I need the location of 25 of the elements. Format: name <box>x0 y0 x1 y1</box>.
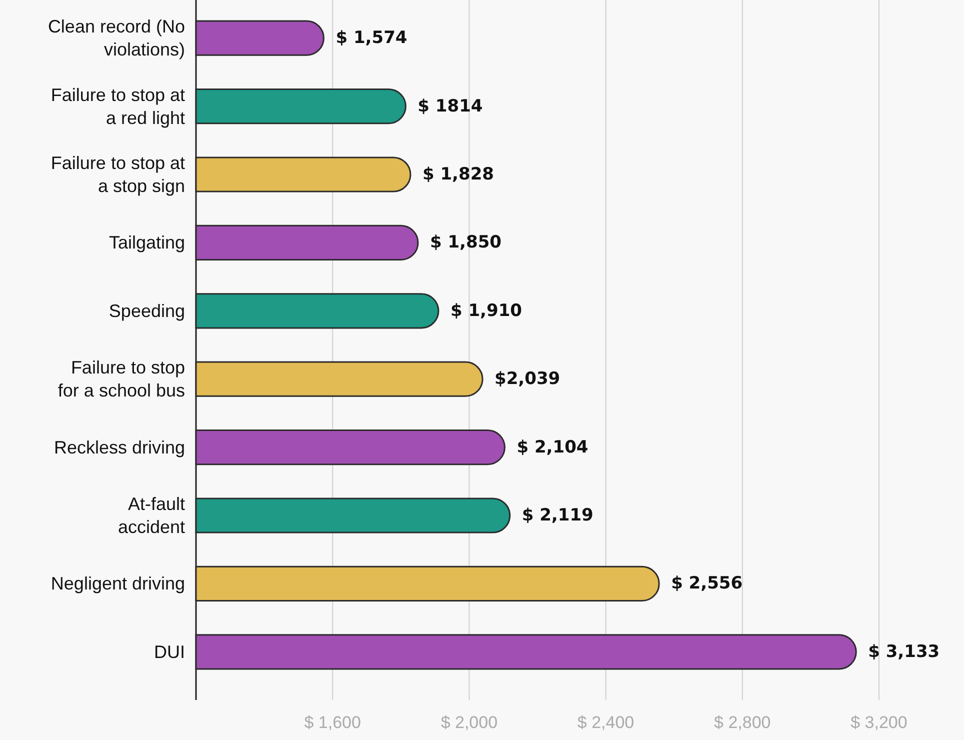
x-tick-label: $ 2,000 <box>440 713 498 732</box>
x-tick-label: $ 3,200 <box>850 713 908 732</box>
data-label: $ 2,119 <box>522 506 594 526</box>
y-tick-label: Failure to stop for a school bus <box>58 358 185 401</box>
data-label: $ 2,104 <box>516 437 588 458</box>
y-tick-label: Failure to stop at a stop sign <box>50 153 185 196</box>
data-label: $ 1,574 <box>336 28 408 48</box>
y-tick-label: Reckless driving <box>54 437 185 458</box>
y-tick-label: DUI <box>154 642 185 662</box>
x-tick-label: $ 1,600 <box>304 713 361 732</box>
x-tick-label: $ 2,400 <box>577 713 634 732</box>
y-tick-label: Tailgating <box>108 232 185 253</box>
data-label: $2,039 <box>494 369 560 390</box>
data-label: $ 1,850 <box>430 232 502 253</box>
x-tick-label: $ 2,800 <box>714 713 771 732</box>
data-label: $ 1,828 <box>422 164 494 184</box>
y-tick-label: At-fault accident <box>118 494 185 537</box>
data-label: $ 1,910 <box>450 300 522 321</box>
y-tick-label: Failure to stop at a red light <box>50 84 185 128</box>
y-tick-label: Negligent driving <box>50 574 185 594</box>
y-tick-label: Speeding <box>108 300 185 321</box>
data-label: $ 3,133 <box>868 642 940 662</box>
y-tick-label: Clean record (No violations) <box>48 16 185 60</box>
data-label: $ 1814 <box>418 96 483 116</box>
data-label: $ 2,556 <box>671 574 743 594</box>
